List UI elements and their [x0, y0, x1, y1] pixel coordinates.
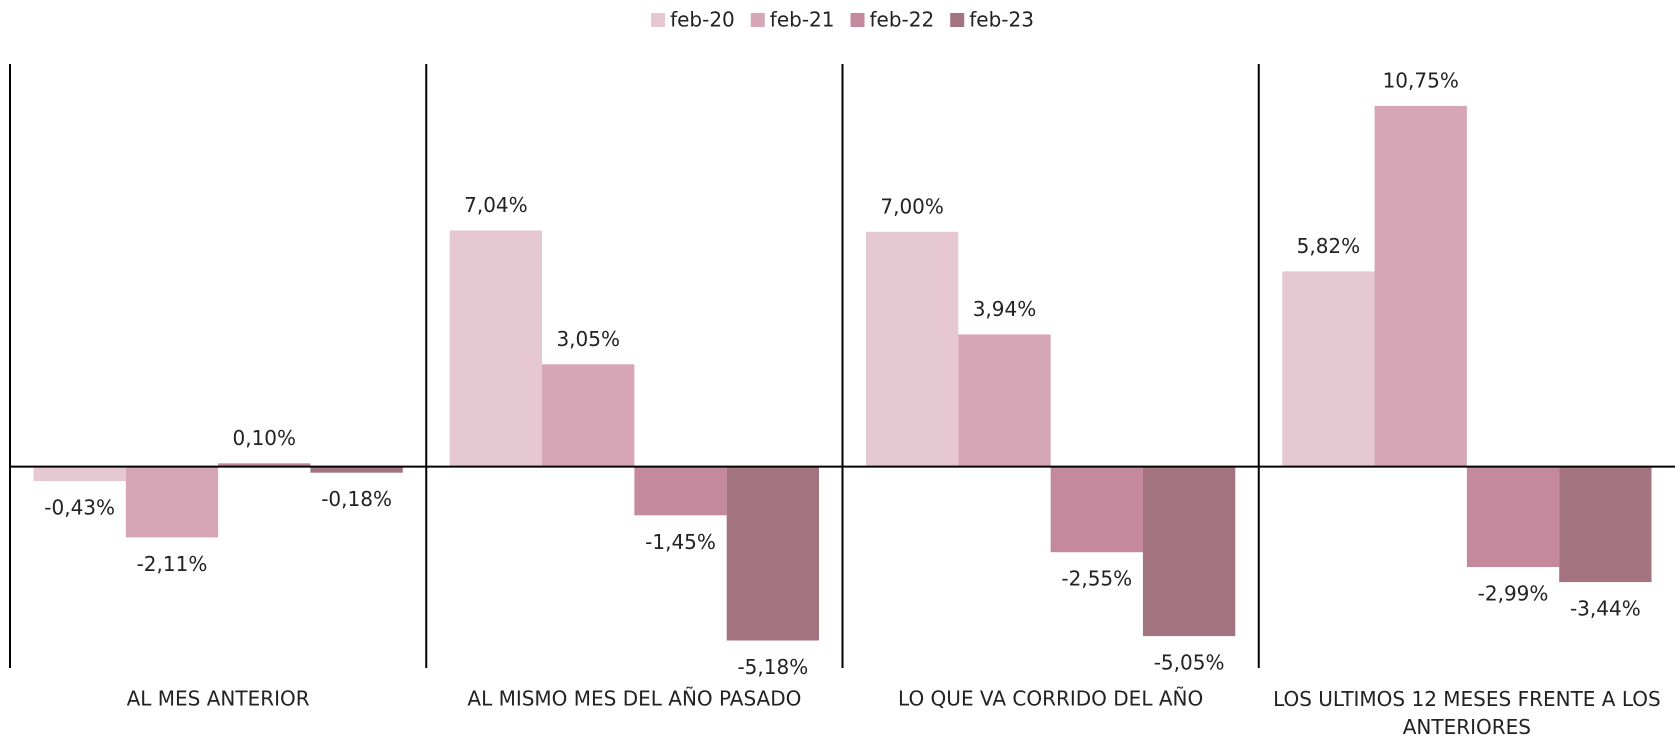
- x-tick-label-line: ANTERIORES: [1403, 715, 1531, 739]
- bar: [542, 364, 635, 467]
- data-label: 3,05%: [556, 327, 620, 351]
- x-tick-label: AL MISMO MES DEL AÑO PASADO: [467, 687, 801, 711]
- x-tick-label-line: LOS ULTIMOS 12 MESES FRENTE A LOS: [1273, 687, 1661, 711]
- bar: [310, 466, 403, 473]
- data-label: -5,18%: [737, 655, 808, 679]
- data-label: -0,18%: [321, 487, 392, 511]
- bar: [33, 466, 126, 482]
- legend-swatch: [651, 13, 666, 27]
- legend-label: feb-22: [870, 8, 935, 32]
- data-label: -3,44%: [1570, 597, 1641, 621]
- data-label: -0,43%: [44, 496, 115, 520]
- bar: [726, 466, 819, 641]
- bar: [634, 466, 727, 516]
- legend-label: feb-23: [969, 8, 1034, 32]
- legend-label: feb-21: [770, 8, 835, 32]
- x-tick-label: AL MES ANTERIOR: [127, 687, 310, 711]
- data-label: 0,10%: [233, 426, 297, 450]
- bar: [1050, 466, 1143, 553]
- data-label: 7,00%: [880, 194, 944, 218]
- bar: [1142, 466, 1236, 637]
- bar: [1466, 466, 1560, 567]
- bar: [958, 334, 1051, 467]
- x-tick-label: LOS ULTIMOS 12 MESES FRENTE A LOS ANTERIO…: [1273, 687, 1661, 739]
- data-label: -1,45%: [645, 530, 716, 554]
- legend: feb-20 feb-21 feb-22 feb-23: [651, 8, 1034, 32]
- x-tick-label: LO QUE VA CORRIDO DEL AÑO: [898, 687, 1203, 711]
- data-label: 3,94%: [973, 297, 1037, 321]
- bar: [1282, 271, 1375, 467]
- data-label: -5,05%: [1154, 651, 1225, 675]
- legend-swatch: [750, 13, 765, 27]
- bar: [449, 230, 543, 467]
- data-label: -2,11%: [137, 552, 208, 576]
- data-label: 7,04%: [464, 193, 528, 217]
- bar: [1559, 466, 1652, 583]
- data-label: -2,55%: [1061, 567, 1132, 591]
- data-label: 5,82%: [1297, 234, 1361, 258]
- data-label: 10,75%: [1383, 68, 1459, 92]
- bar: [218, 463, 311, 467]
- bar: [125, 466, 219, 538]
- bar: [866, 231, 959, 467]
- legend-label: feb-20: [670, 8, 735, 32]
- bar: [1374, 105, 1467, 467]
- legend-swatch: [950, 13, 965, 27]
- legend-swatch: [850, 13, 865, 27]
- data-label: -2,99%: [1478, 581, 1549, 605]
